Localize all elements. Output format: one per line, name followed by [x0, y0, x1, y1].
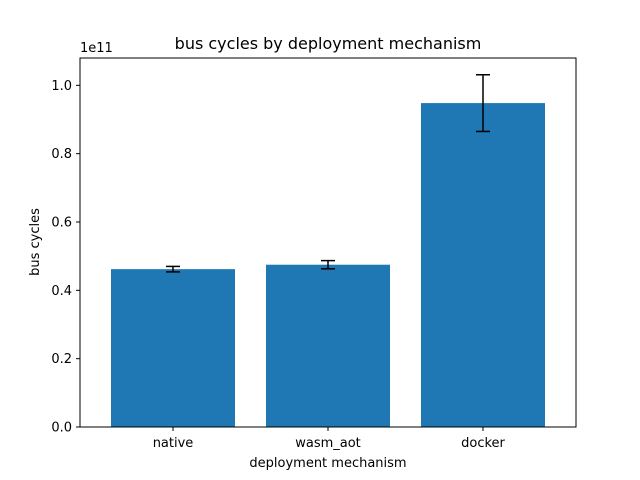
y-tick-label: 0.0	[51, 421, 72, 436]
x-tick-label-wasm_aot: wasm_aot	[295, 436, 361, 451]
y-tick-label: 1.0	[51, 79, 72, 94]
x-axis-label: deployment mechanism	[249, 456, 406, 471]
chart-title: bus cycles by deployment mechanism	[175, 34, 482, 53]
error-bar-docker	[476, 73, 490, 133]
y-tick-label: 0.4	[51, 284, 72, 299]
y-axis-ticks: 0.0 0.2 0.4 0.6 0.8 1.0	[51, 79, 80, 436]
bar-wasm_aot	[266, 264, 390, 427]
error-bar-wasm_aot	[321, 259, 335, 270]
y-axis-label: bus cycles	[28, 208, 43, 276]
y-axis-offset-label: 1e11	[80, 41, 113, 56]
bar-native	[111, 269, 235, 427]
y-tick-label: 0.2	[51, 352, 72, 367]
x-tick-label-docker: docker	[461, 436, 505, 451]
bars-group	[111, 103, 545, 427]
error-bar-native	[166, 265, 180, 273]
bar-docker	[421, 103, 545, 427]
x-axis-ticks: native wasm_aot docker	[153, 427, 506, 451]
y-tick-label: 0.6	[51, 216, 72, 231]
error-bars-group	[166, 73, 490, 273]
x-tick-label-native: native	[153, 436, 194, 451]
y-tick-label: 0.8	[51, 147, 72, 162]
